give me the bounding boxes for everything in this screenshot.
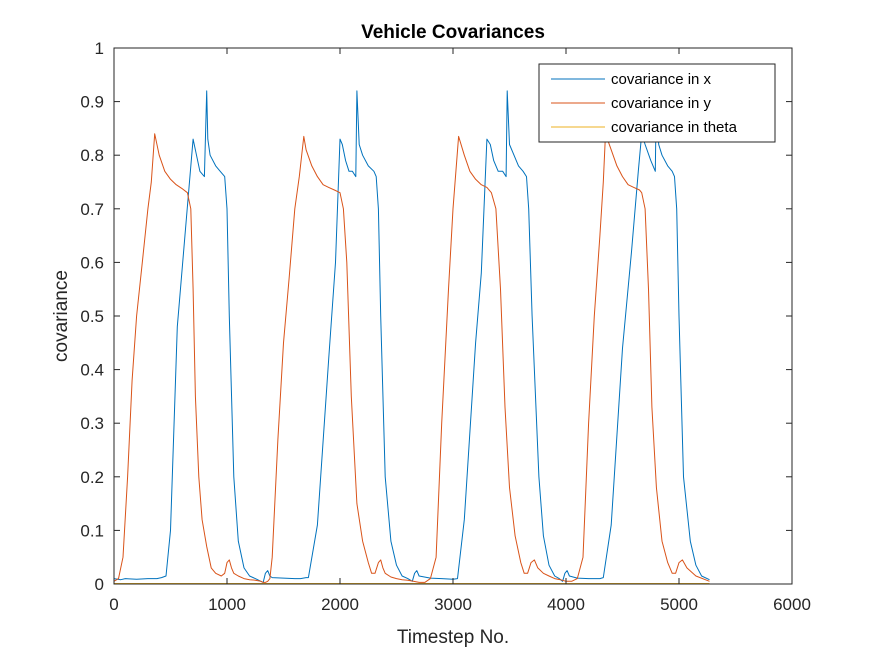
y-tick-label: 1: [95, 39, 104, 58]
y-tick-label: 0.2: [80, 468, 104, 487]
x-axis: 0 1000 2000 3000 4000 5000 6000: [109, 48, 811, 614]
y-tick-label: 0.4: [80, 361, 104, 380]
y-tick-label: 0.6: [80, 253, 104, 272]
x-tick-label: 3000: [434, 595, 472, 614]
legend: covariance in x covariance in y covariance…: [538, 63, 776, 143]
legend-label-1: covariance in y: [611, 95, 712, 112]
series-line-1: [113, 133, 710, 583]
x-tick-label: 4000: [547, 595, 585, 614]
x-axis-label: Timestep No.: [397, 627, 509, 648]
y-tick-label: 0.3: [80, 414, 104, 433]
y-axis-label: covariance: [51, 270, 72, 362]
x-tick-label: 1000: [208, 595, 246, 614]
x-tick-label: 0: [109, 595, 118, 614]
chart-title: Vehicle Covariances: [361, 22, 545, 43]
legend-label-2: covariance in theta: [611, 119, 738, 136]
y-tick-label: 0.8: [80, 146, 104, 165]
x-tick-label: 6000: [773, 595, 811, 614]
legend-label-0: covariance in x: [611, 71, 712, 88]
y-tick-label: 0.1: [80, 521, 104, 540]
y-tick-label: 0.5: [80, 307, 104, 326]
series-line-0: [113, 90, 710, 583]
x-tick-label: 2000: [321, 595, 359, 614]
x-tick-label: 5000: [660, 595, 698, 614]
y-axis: 0 0.1 0.2 0.3 0.4 0.5 0.6 0.7 0.8 0.9 1: [80, 39, 792, 594]
y-tick-label: 0.9: [80, 93, 104, 112]
y-tick-label: 0.7: [80, 200, 104, 219]
y-tick-label: 0: [95, 575, 104, 594]
